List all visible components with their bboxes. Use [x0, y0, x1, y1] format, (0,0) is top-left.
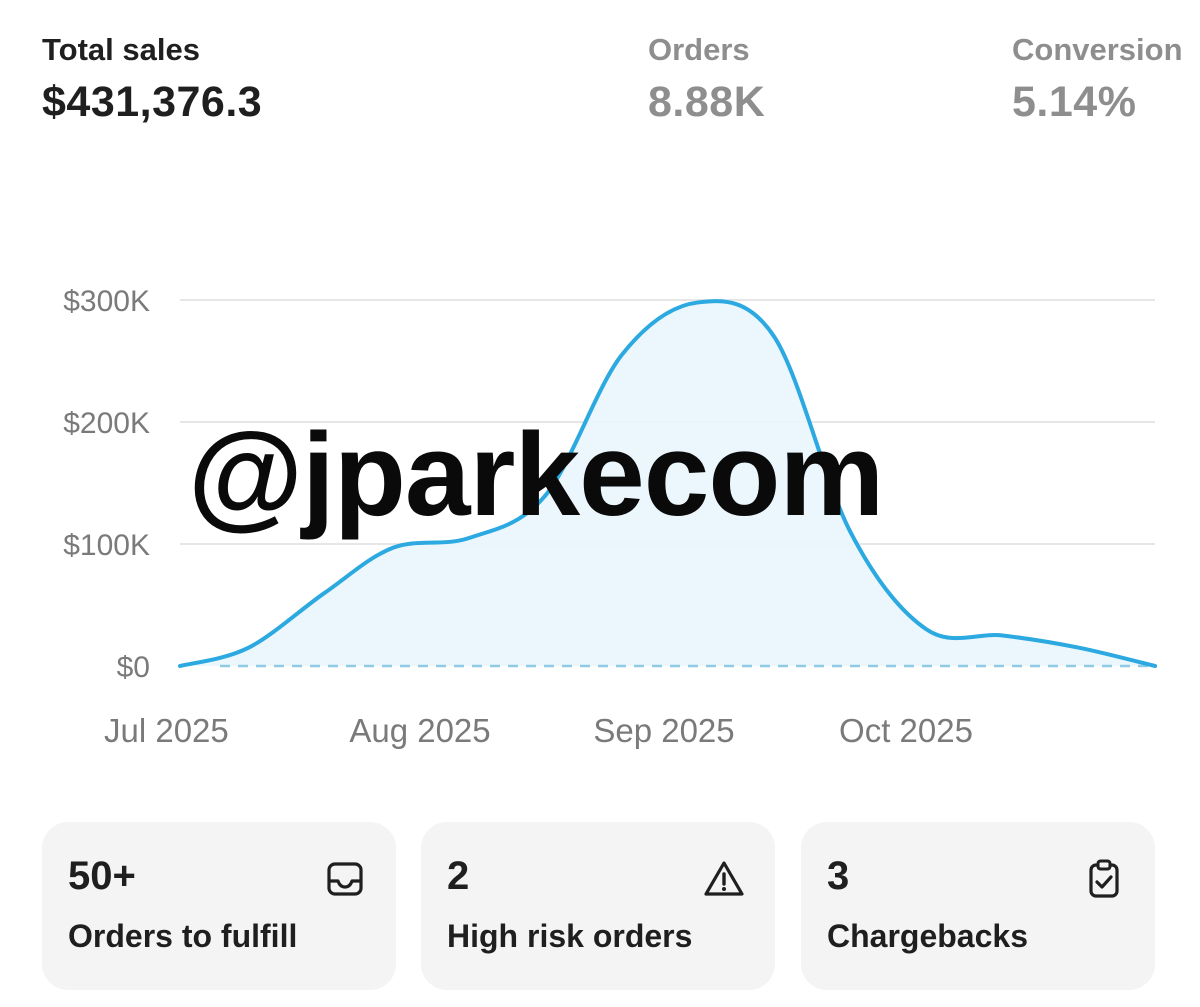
inbox-icon: [327, 862, 363, 896]
metric-label: Total sales: [42, 32, 200, 67]
card-label: High risk orders: [447, 918, 693, 954]
warning-icon: [704, 861, 744, 896]
x-tick-label: Jul 2025: [104, 712, 229, 749]
x-tick-label: Aug 2025: [349, 712, 490, 749]
clipboard-check-icon: [1089, 859, 1119, 898]
metric-total-sales[interactable]: Total sales $431,376.3: [42, 30, 262, 128]
y-tick-label: $300K: [63, 285, 150, 318]
card-label: Chargebacks: [827, 918, 1028, 954]
orders-to-fulfill-card[interactable]: 50+ Orders to fulfill: [42, 822, 396, 990]
card-value: 3: [827, 854, 850, 898]
metric-value: 5.14%: [1012, 78, 1137, 126]
metric-value: 8.88K: [648, 78, 766, 126]
series-area: [180, 301, 1155, 666]
y-tick-label: $100K: [63, 529, 150, 562]
sales-chart: $300K $200K $100K $0 Jul 2025 Aug 2025 Sep 202…: [63, 285, 1157, 749]
series-line: [178, 299, 1157, 668]
metric-label: Orders: [648, 32, 750, 67]
metric-orders[interactable]: Orders 8.88K: [648, 30, 765, 128]
card-value: 2: [447, 854, 470, 898]
x-tick-label: Sep 2025: [593, 712, 734, 749]
watermark-text: @jparkecom: [188, 409, 884, 541]
y-tick-label: $0: [117, 651, 150, 684]
metric-value: $431,376.3: [42, 78, 263, 126]
card-value: 50+: [68, 854, 136, 898]
y-tick-label: $200K: [63, 407, 150, 440]
high-risk-orders-card[interactable]: 2 High risk orders: [421, 822, 775, 990]
chargebacks-card[interactable]: 3 Chargebacks: [801, 822, 1155, 990]
x-tick-label: Oct 2025: [839, 712, 973, 749]
card-label: Orders to fulfill: [68, 918, 298, 954]
metric-label: Conversion: [1012, 32, 1183, 67]
metric-conversion[interactable]: Conversion 5.14%: [1012, 30, 1183, 128]
